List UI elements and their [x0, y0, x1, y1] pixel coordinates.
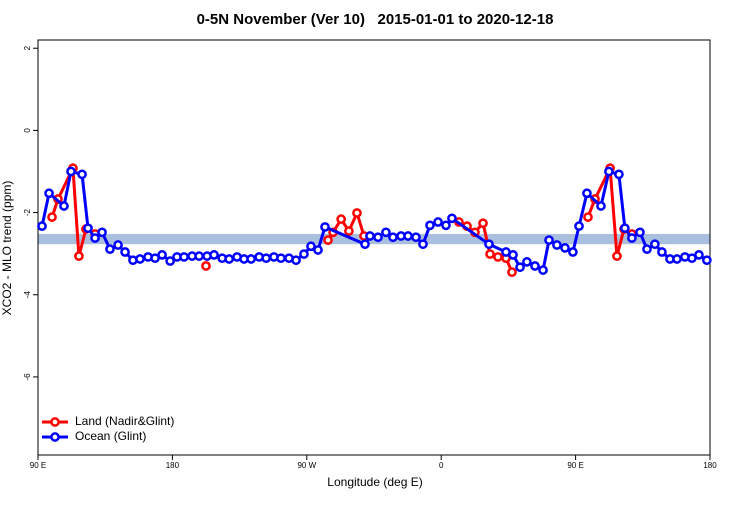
x-tick-label: 0 [439, 461, 444, 470]
x-tick-label: 90 W [297, 461, 316, 470]
legend-label: Land (Nadir&Glint) [75, 414, 174, 428]
data-point [530, 261, 540, 271]
data-point [583, 212, 593, 222]
chart-title: 0-5N November (Ver 10) 2015-01-01 to 202… [197, 11, 554, 28]
data-point [484, 239, 494, 250]
data-point [74, 251, 84, 261]
data-point [135, 254, 145, 264]
data-point [694, 250, 704, 260]
data-point [352, 208, 362, 218]
data-point [441, 220, 451, 231]
data-point [246, 254, 256, 264]
y-tick-label: 2 [23, 45, 32, 50]
data-point [59, 201, 69, 211]
data-point [614, 169, 624, 180]
data-point [650, 239, 660, 250]
data-point [635, 227, 645, 238]
data-point [515, 262, 525, 273]
data-point [113, 240, 123, 250]
data-point [582, 188, 592, 199]
data-point [447, 213, 457, 224]
data-point [620, 223, 630, 234]
x-tick-label: 180 [703, 461, 717, 470]
data-point [596, 201, 606, 211]
data-point [83, 223, 93, 234]
data-point [485, 249, 495, 259]
data-point [568, 247, 578, 257]
data-point [194, 251, 204, 261]
data-point [37, 221, 47, 231]
data-point [299, 249, 309, 259]
data-point [507, 267, 517, 278]
data-point [66, 166, 76, 177]
data-point [522, 257, 532, 267]
x-tick-label: 90 E [30, 461, 46, 470]
plot-frame [37, 39, 711, 456]
data-point [433, 217, 443, 227]
data-point [418, 239, 428, 250]
legend-marker [50, 417, 60, 427]
data-point [320, 222, 330, 232]
data-point [209, 250, 219, 260]
data-point [344, 226, 354, 236]
data-point [425, 220, 435, 231]
y-tick-label: -2 [23, 208, 32, 216]
data-point [261, 253, 272, 264]
data-point [306, 241, 316, 252]
data-point [373, 232, 383, 243]
data-point [323, 235, 333, 245]
data-point [157, 250, 167, 260]
data-point [672, 254, 682, 264]
data-point [538, 265, 548, 275]
data-point [313, 245, 323, 255]
x-tick-label: 90 E [567, 461, 583, 470]
data-point [97, 227, 107, 238]
data-point [642, 244, 652, 254]
data-point [493, 252, 503, 262]
data-point [179, 252, 189, 262]
data-point [120, 247, 130, 257]
data-point [165, 256, 176, 266]
data-point [360, 239, 370, 250]
data-point [657, 247, 667, 257]
legend-label: Ocean (Glint) [75, 429, 146, 443]
data-point [702, 255, 712, 266]
data-point [552, 240, 562, 250]
y-axis-label: XCO2 - MLO trend (ppm) [0, 181, 14, 316]
data-point [336, 214, 346, 224]
data-point [604, 166, 614, 177]
data-point [574, 221, 584, 231]
data-point [224, 254, 234, 264]
data-point [388, 232, 398, 243]
data-point [411, 232, 421, 243]
data-point [612, 251, 622, 261]
data-point [508, 250, 518, 260]
data-point [276, 253, 286, 264]
y-tick-label: 0 [23, 128, 32, 133]
data-point [90, 233, 100, 243]
data-point [44, 188, 54, 199]
data-point [365, 231, 375, 241]
data-point [381, 227, 391, 238]
data-point [105, 244, 115, 254]
data-point [403, 231, 413, 241]
data-point [560, 243, 570, 253]
y-tick-label: -6 [23, 373, 32, 381]
x-tick-label: 180 [166, 461, 180, 470]
data-point [544, 235, 554, 245]
data-point [627, 233, 637, 243]
data-point [77, 169, 87, 180]
data-point [478, 218, 488, 229]
data-point [201, 261, 211, 271]
y-tick-label: -4 [23, 291, 32, 299]
data-point [47, 212, 57, 222]
legend-marker [50, 432, 60, 442]
x-axis-label: Longitude (deg E) [327, 475, 422, 489]
data-point [291, 255, 301, 266]
